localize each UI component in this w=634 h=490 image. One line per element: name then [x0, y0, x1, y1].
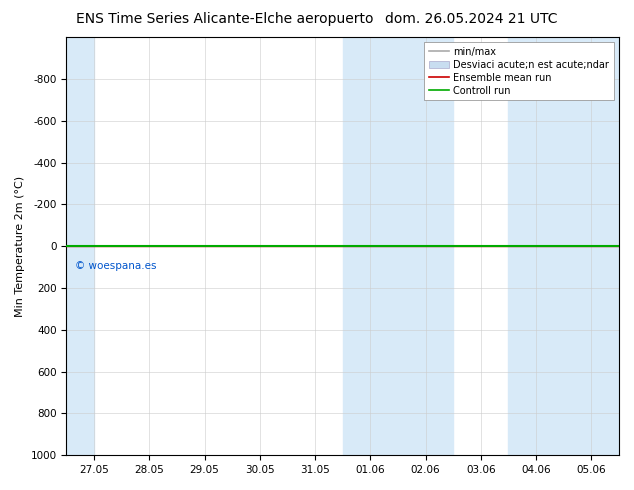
Text: dom. 26.05.2024 21 UTC: dom. 26.05.2024 21 UTC [385, 12, 558, 26]
Bar [67, 37, 94, 455]
Text: © woespana.es: © woespana.es [75, 261, 156, 271]
Bar [508, 37, 619, 455]
Bar [343, 37, 453, 455]
Text: ENS Time Series Alicante-Elche aeropuerto: ENS Time Series Alicante-Elche aeropuert… [76, 12, 373, 26]
Legend: min/max, Desviaci acute;n est acute;ndar, Ensemble mean run, Controll run: min/max, Desviaci acute;n est acute;ndar… [424, 42, 614, 100]
Y-axis label: Min Temperature 2m (°C): Min Temperature 2m (°C) [15, 175, 25, 317]
